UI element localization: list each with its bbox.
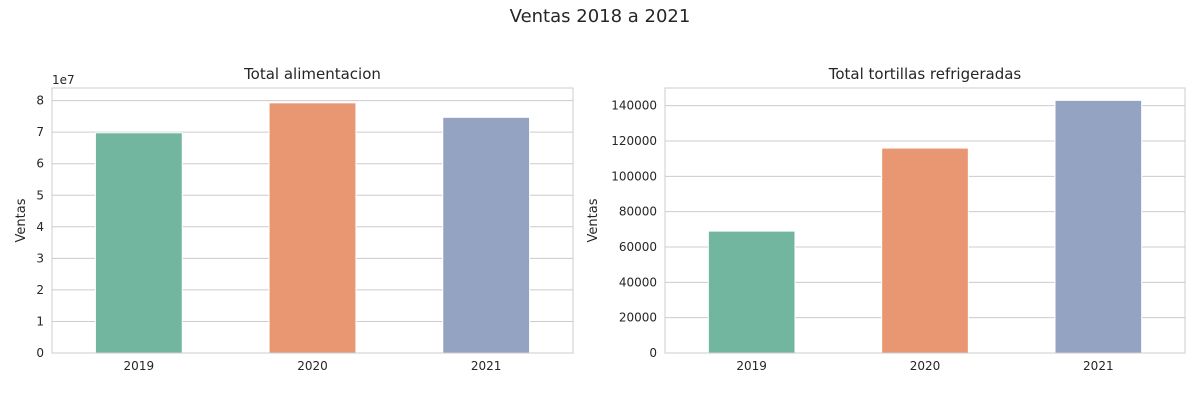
figure-suptitle: Ventas 2018 a 2021 xyxy=(510,6,691,27)
y-tick-label: 20000 xyxy=(619,311,657,325)
y-tick-label: 2 xyxy=(36,283,44,297)
bar-2021 xyxy=(442,116,531,354)
x-tick-label: 2019 xyxy=(736,359,767,373)
y-tick-label: 1 xyxy=(36,314,44,328)
bar-2019 xyxy=(94,132,183,354)
plot-frame xyxy=(51,87,574,354)
y-tick-label: 120000 xyxy=(611,134,657,148)
y-tick-label: 5 xyxy=(36,188,44,202)
y-tick-label: 60000 xyxy=(619,240,657,254)
y-offset-label: 1e7 xyxy=(52,73,75,87)
y-tick-label: 4 xyxy=(36,220,44,234)
y-axis-label: Ventas xyxy=(14,198,29,242)
y-tick-label: 40000 xyxy=(619,275,657,289)
bar-2019 xyxy=(707,230,796,354)
bar-2020 xyxy=(881,147,969,354)
y-tick-label: 0 xyxy=(649,346,657,360)
plot-frame xyxy=(664,87,1186,354)
chart-title: Total tortillas refrigeradas xyxy=(828,65,1022,83)
y-tick-label: 3 xyxy=(36,251,44,265)
y-tick-label: 100000 xyxy=(611,169,657,183)
y-tick-label: 7 xyxy=(36,125,44,139)
y-tick-label: 6 xyxy=(36,157,44,171)
x-tick-label: 2020 xyxy=(297,359,328,373)
x-tick-label: 2019 xyxy=(124,359,155,373)
x-tick-label: 2021 xyxy=(471,359,502,373)
y-tick-label: 8 xyxy=(36,94,44,108)
y-tick-label: 140000 xyxy=(611,99,657,113)
bar-2021 xyxy=(1054,99,1143,354)
y-tick-label: 0 xyxy=(36,346,44,360)
x-tick-label: 2020 xyxy=(910,359,941,373)
y-tick-label: 80000 xyxy=(619,205,657,219)
chart-title: Total alimentacion xyxy=(243,65,381,83)
x-tick-label: 2021 xyxy=(1083,359,1114,373)
bar-2020 xyxy=(268,102,357,354)
y-axis-label: Ventas xyxy=(586,198,601,242)
